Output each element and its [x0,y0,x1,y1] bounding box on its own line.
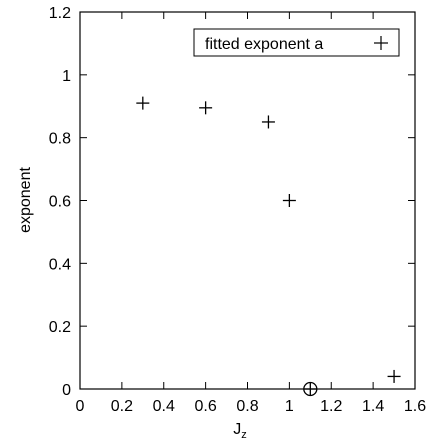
x-tick-label: 1.4 [362,398,384,415]
x-tick: 1.4 [362,12,384,415]
legend-box [193,28,400,57]
plot-frame [79,11,416,390]
legend-marker-plus-icon [374,36,388,50]
x-tick-label: 0.4 [153,398,175,415]
x-tick-label: 1.6 [404,398,426,415]
x-tick: 0 [76,12,85,415]
y-tick-label: 0.8 [49,131,71,148]
x-tick-label: 0.2 [111,398,133,415]
x-tick: 1.6 [404,12,426,415]
x-axis-label-subscript: z [241,429,247,440]
x-tick-label: 0.6 [195,398,217,415]
y-tick: 0.8 [49,131,415,148]
data-point-plus [387,369,401,383]
x-tick: 0.2 [111,12,133,415]
x-tick-label: 1.2 [320,398,342,415]
y-tick: 0.6 [49,194,415,211]
y-tick: 0 [62,382,415,399]
y-axis-ticks: 0 0.2 0.4 0.6 0.8 1 1.2 [49,5,415,399]
x-axis-label-main: J [233,421,241,438]
y-tick-label: 0.2 [49,319,71,336]
x-axis-ticks: 0 0.2 0.4 0.6 0.8 1 1.2 1.4 1.6 [76,12,426,415]
x-tick-label: 1 [285,398,294,415]
y-tick-label: 0.6 [49,194,71,211]
y-tick: 1.2 [49,5,415,22]
y-tick-label: 0 [62,382,71,399]
data-point-plus [199,101,213,115]
x-tick: 1 [285,12,294,415]
legend: fitted exponent a [193,28,400,57]
y-tick-label: 1.2 [49,5,71,22]
y-tick-label: 1 [62,68,71,85]
x-tick: 0.4 [153,12,175,415]
x-tick-label: 0 [76,398,85,415]
x-axis-label: Jz [233,421,247,440]
data-point-plus [282,194,296,207]
y-tick: 1 [62,68,415,85]
y-tick: 0.2 [49,319,415,336]
annotation-markers [303,381,318,397]
x-tick: 0.8 [236,12,259,415]
x-tick-label: 0.8 [236,398,258,415]
legend-label: fitted exponent a [205,36,323,53]
data-point-plus [136,96,150,110]
data-point-plus [261,115,275,129]
x-tick: 0.6 [195,12,217,415]
x-tick: 1.2 [320,12,342,415]
y-tick: 0.4 [49,256,415,273]
y-axis-label: exponent [17,167,34,233]
y-tick-label: 0.4 [49,256,71,273]
circled-plus-icon [303,381,318,397]
data-points [136,96,401,383]
